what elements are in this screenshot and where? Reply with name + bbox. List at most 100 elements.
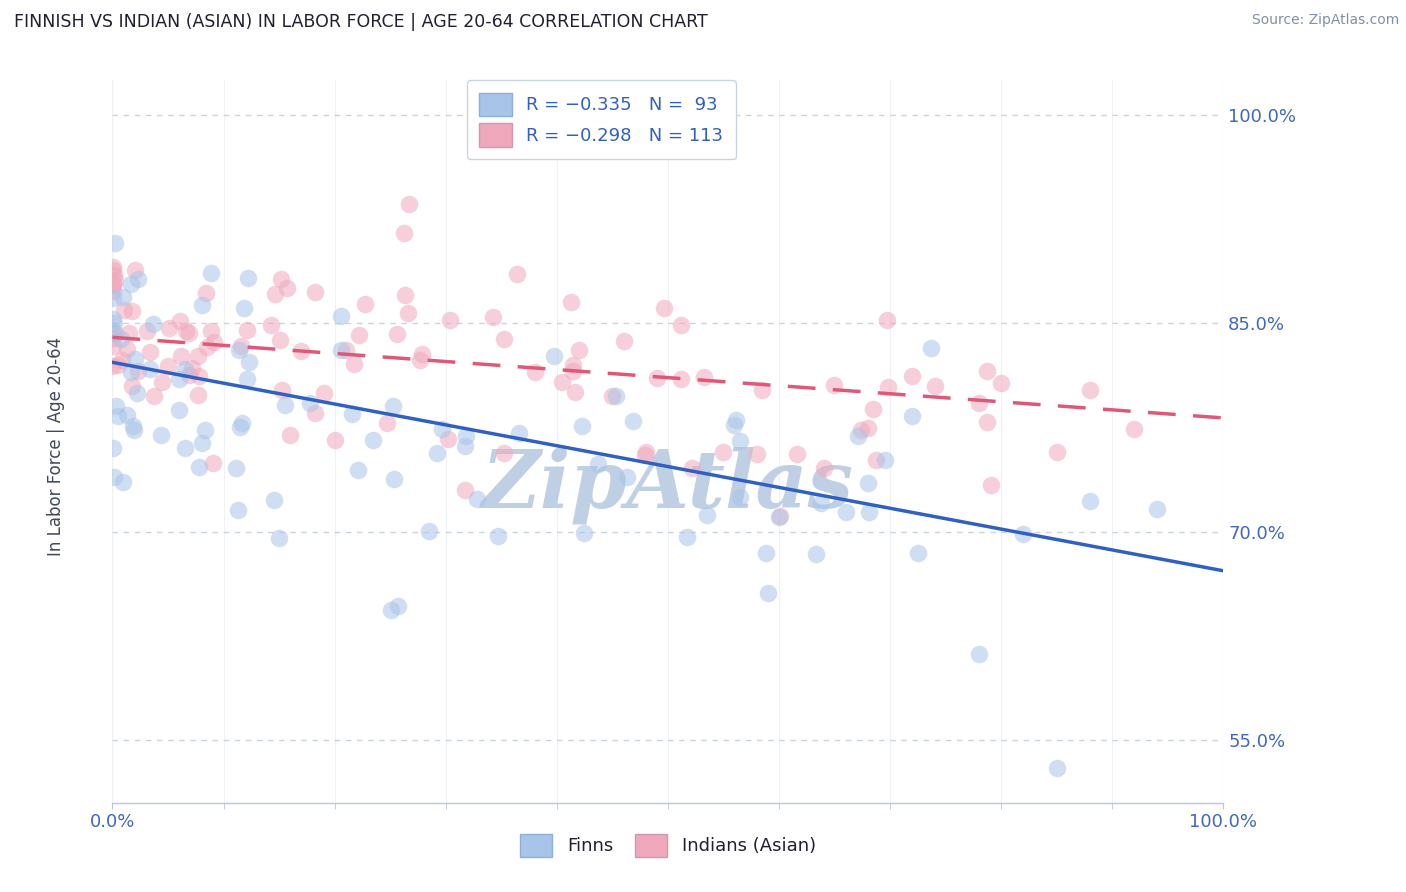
Point bbox=[873, 452, 896, 467]
Point bbox=[876, 313, 898, 327]
Point bbox=[1078, 383, 1101, 397]
Point bbox=[111, 290, 134, 304]
Point bbox=[980, 478, 1002, 492]
Point bbox=[411, 347, 433, 361]
Point bbox=[436, 433, 458, 447]
Point bbox=[990, 376, 1012, 390]
Point bbox=[634, 448, 657, 462]
Point bbox=[907, 546, 929, 560]
Point bbox=[170, 349, 193, 363]
Point bbox=[920, 341, 942, 355]
Point bbox=[101, 312, 124, 326]
Point bbox=[304, 285, 326, 300]
Point bbox=[228, 420, 250, 434]
Point bbox=[560, 295, 582, 310]
Point bbox=[858, 505, 880, 519]
Point bbox=[616, 470, 638, 484]
Point bbox=[174, 324, 197, 338]
Point bbox=[187, 369, 209, 384]
Point bbox=[169, 314, 191, 328]
Point bbox=[121, 379, 143, 393]
Point bbox=[107, 409, 129, 424]
Point bbox=[101, 262, 124, 277]
Point bbox=[143, 389, 166, 403]
Point bbox=[418, 524, 440, 539]
Point bbox=[586, 458, 609, 472]
Point bbox=[101, 291, 124, 305]
Point bbox=[551, 375, 574, 389]
Point bbox=[426, 446, 449, 460]
Point bbox=[120, 365, 142, 379]
Point bbox=[120, 277, 142, 292]
Point bbox=[486, 529, 509, 543]
Text: FINNISH VS INDIAN (ASIAN) IN LABOR FORCE | AGE 20-64 CORRELATION CHART: FINNISH VS INDIAN (ASIAN) IN LABOR FORCE… bbox=[14, 13, 707, 31]
Text: Source: ZipAtlas.com: Source: ZipAtlas.com bbox=[1251, 13, 1399, 28]
Point bbox=[571, 418, 593, 433]
Point bbox=[354, 296, 377, 310]
Point bbox=[124, 352, 146, 367]
Point bbox=[924, 379, 946, 393]
Point bbox=[1146, 501, 1168, 516]
Point bbox=[121, 304, 143, 318]
Point bbox=[713, 444, 735, 458]
Point bbox=[201, 456, 224, 470]
Point bbox=[856, 421, 879, 435]
Point bbox=[177, 368, 200, 383]
Point bbox=[846, 428, 869, 442]
Point bbox=[613, 334, 636, 348]
Point bbox=[112, 475, 135, 489]
Point bbox=[103, 268, 125, 283]
Point bbox=[454, 439, 477, 453]
Point bbox=[136, 324, 159, 338]
Point bbox=[430, 422, 453, 436]
Point bbox=[101, 260, 124, 275]
Point bbox=[1012, 527, 1035, 541]
Point bbox=[124, 423, 146, 437]
Point bbox=[304, 406, 326, 420]
Point bbox=[335, 343, 357, 357]
Point bbox=[107, 358, 129, 372]
Point bbox=[901, 368, 924, 383]
Point bbox=[492, 446, 515, 460]
Point bbox=[276, 281, 298, 295]
Point bbox=[101, 285, 124, 299]
Point bbox=[115, 342, 138, 356]
Point bbox=[180, 361, 202, 376]
Point bbox=[260, 318, 283, 332]
Point bbox=[104, 326, 127, 341]
Point bbox=[396, 306, 419, 320]
Point bbox=[967, 647, 990, 661]
Point bbox=[115, 409, 138, 423]
Point bbox=[361, 433, 384, 447]
Point bbox=[824, 377, 846, 392]
Point bbox=[271, 383, 294, 397]
Point bbox=[101, 441, 124, 455]
Point bbox=[264, 287, 287, 301]
Point bbox=[387, 599, 409, 614]
Point bbox=[263, 493, 285, 508]
Point bbox=[813, 460, 835, 475]
Point bbox=[342, 357, 364, 371]
Point bbox=[270, 271, 292, 285]
Point bbox=[605, 389, 627, 403]
Point bbox=[967, 395, 990, 409]
Point bbox=[564, 385, 586, 400]
Point bbox=[349, 328, 371, 343]
Point bbox=[314, 385, 336, 400]
Point bbox=[124, 262, 146, 277]
Point bbox=[118, 326, 141, 341]
Point bbox=[101, 278, 124, 293]
Point bbox=[228, 343, 250, 357]
Point bbox=[274, 398, 297, 412]
Point bbox=[652, 301, 675, 316]
Point bbox=[877, 380, 900, 394]
Point bbox=[329, 343, 352, 358]
Point bbox=[751, 383, 773, 397]
Point bbox=[139, 361, 162, 376]
Point bbox=[394, 288, 416, 302]
Point bbox=[561, 359, 583, 373]
Point bbox=[696, 508, 718, 522]
Point bbox=[600, 389, 623, 403]
Point bbox=[101, 359, 124, 373]
Point bbox=[768, 508, 790, 523]
